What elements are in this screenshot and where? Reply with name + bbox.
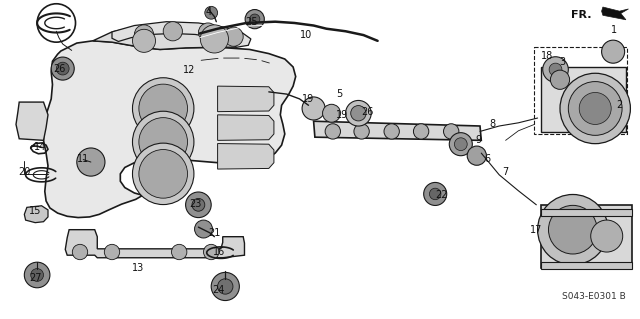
Circle shape: [245, 10, 264, 29]
Text: 19: 19: [302, 94, 315, 104]
Text: 13: 13: [131, 263, 144, 273]
Text: 6: 6: [484, 154, 491, 165]
Text: 1: 1: [611, 25, 618, 35]
Circle shape: [211, 272, 239, 300]
Circle shape: [444, 124, 459, 139]
Circle shape: [454, 138, 467, 151]
Polygon shape: [541, 262, 632, 269]
Circle shape: [250, 14, 260, 24]
Circle shape: [163, 22, 182, 41]
Text: 25: 25: [245, 17, 258, 27]
Text: 22: 22: [435, 189, 448, 200]
Polygon shape: [93, 26, 237, 49]
Text: FR.: FR.: [572, 10, 592, 20]
Circle shape: [467, 146, 486, 165]
Circle shape: [56, 62, 69, 75]
Circle shape: [195, 220, 212, 238]
Text: 19: 19: [336, 110, 349, 120]
Text: 24: 24: [212, 285, 225, 295]
Circle shape: [200, 25, 228, 53]
Circle shape: [218, 279, 233, 294]
Text: 21: 21: [208, 228, 221, 238]
Circle shape: [132, 111, 194, 173]
Text: 23: 23: [189, 199, 202, 209]
Text: 2: 2: [616, 100, 623, 110]
Text: 12: 12: [182, 65, 195, 75]
Circle shape: [602, 40, 625, 63]
Circle shape: [132, 78, 194, 139]
Circle shape: [31, 269, 44, 281]
Text: 8: 8: [490, 119, 496, 130]
Circle shape: [186, 192, 211, 218]
Text: 17: 17: [530, 225, 543, 235]
Circle shape: [134, 25, 154, 44]
Text: 3: 3: [559, 57, 565, 67]
Polygon shape: [541, 209, 632, 216]
Circle shape: [549, 63, 562, 76]
Text: 16: 16: [212, 247, 225, 257]
Circle shape: [132, 29, 156, 52]
Text: 5: 5: [336, 89, 342, 99]
Circle shape: [538, 195, 608, 265]
Circle shape: [104, 244, 120, 260]
Circle shape: [205, 6, 218, 19]
Text: 20: 20: [18, 167, 31, 177]
Circle shape: [198, 23, 218, 42]
Polygon shape: [24, 206, 48, 223]
Text: 15: 15: [29, 205, 42, 216]
Polygon shape: [218, 86, 274, 112]
Circle shape: [51, 57, 74, 80]
Text: 9: 9: [476, 135, 482, 145]
Circle shape: [325, 124, 340, 139]
Circle shape: [172, 244, 187, 260]
Text: 26: 26: [53, 63, 66, 74]
Circle shape: [548, 205, 597, 254]
Polygon shape: [541, 205, 632, 268]
Circle shape: [579, 93, 611, 124]
Circle shape: [139, 150, 188, 198]
Circle shape: [351, 106, 366, 121]
Polygon shape: [16, 102, 48, 140]
Polygon shape: [314, 121, 481, 140]
Text: 27: 27: [29, 272, 42, 283]
Circle shape: [224, 27, 243, 46]
Text: 26: 26: [361, 107, 374, 117]
Circle shape: [24, 262, 50, 288]
Text: 14: 14: [33, 142, 46, 152]
Text: 11: 11: [77, 154, 90, 165]
Text: 7: 7: [502, 167, 509, 177]
Text: S043-E0301 B: S043-E0301 B: [562, 293, 626, 301]
Polygon shape: [218, 144, 274, 169]
Circle shape: [591, 220, 623, 252]
Circle shape: [568, 82, 622, 135]
Polygon shape: [218, 115, 274, 140]
Circle shape: [413, 124, 429, 139]
Text: 10: 10: [300, 30, 312, 40]
Circle shape: [560, 73, 630, 144]
Polygon shape: [44, 41, 296, 218]
Circle shape: [323, 104, 340, 122]
Circle shape: [72, 244, 88, 260]
Circle shape: [204, 244, 219, 260]
Circle shape: [132, 143, 194, 204]
Polygon shape: [541, 67, 626, 132]
Circle shape: [354, 124, 369, 139]
Circle shape: [139, 84, 188, 133]
Circle shape: [429, 188, 441, 200]
Circle shape: [424, 182, 447, 205]
Polygon shape: [602, 7, 628, 20]
Text: 18: 18: [541, 51, 554, 61]
Circle shape: [77, 148, 105, 176]
Circle shape: [543, 57, 568, 82]
Polygon shape: [65, 230, 244, 258]
Circle shape: [346, 100, 371, 126]
Polygon shape: [112, 22, 251, 47]
Circle shape: [302, 97, 325, 120]
Circle shape: [139, 118, 188, 166]
Text: 4: 4: [205, 7, 212, 17]
Circle shape: [384, 124, 399, 139]
Circle shape: [192, 198, 205, 211]
Circle shape: [449, 133, 472, 156]
Circle shape: [550, 70, 570, 89]
